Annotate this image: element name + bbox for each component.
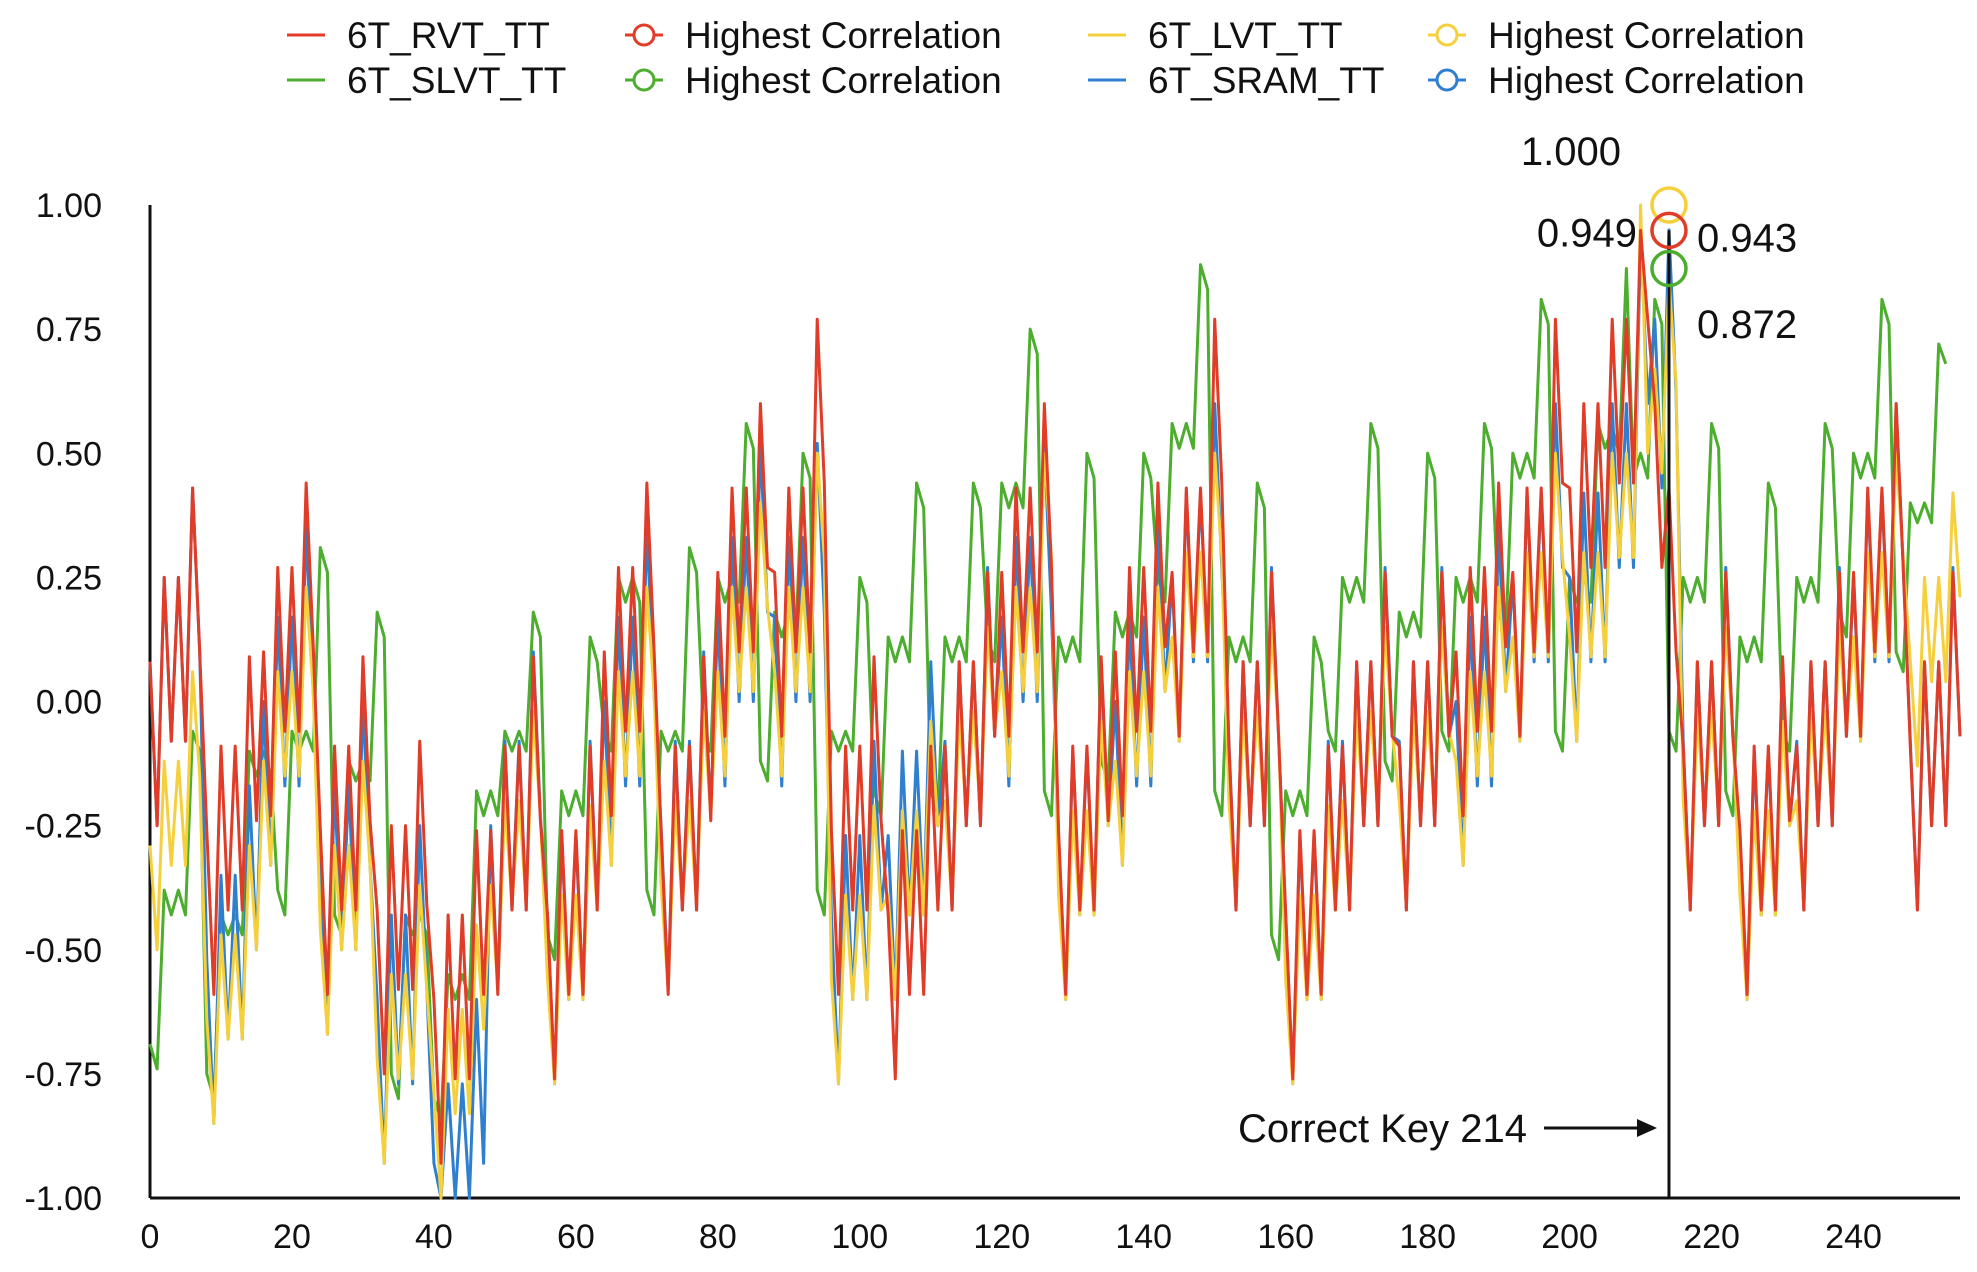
x-tick-label: 240 bbox=[1825, 1218, 1882, 1256]
legend-label: Highest Correlation bbox=[685, 60, 1002, 101]
legend-circle-icon bbox=[1435, 23, 1459, 47]
legend-circle-icon bbox=[632, 68, 656, 92]
legend-item: Highest Correlation bbox=[1428, 60, 1805, 101]
y-tick-label: 1.00 bbox=[36, 187, 102, 225]
y-tick-label: 0.50 bbox=[36, 435, 102, 473]
x-tick-label: 220 bbox=[1683, 1218, 1740, 1256]
lvt-highest-correlation-marker bbox=[1650, 186, 1688, 224]
legend: 6T_RVT_TT Highest Correlation 6T_LVT_TT Hig… bbox=[287, 15, 1805, 101]
axes: -1.00 -0.75 -0.50 -0.25 0.00 0.25 0.50 0.75 1.00… bbox=[25, 187, 1960, 1256]
legend-label: Highest Correlation bbox=[1488, 60, 1805, 101]
legend-item: 6T_LVT_TT bbox=[1088, 15, 1343, 56]
y-tick-label: 0.75 bbox=[36, 311, 102, 349]
series-line-6t-rvt-tt bbox=[148, 228, 1962, 1165]
legend-label: Highest Correlation bbox=[1488, 15, 1805, 56]
value-label-sram: 0.943 bbox=[1697, 216, 1797, 260]
value-label-lvt: 1.000 bbox=[1521, 130, 1621, 174]
correct-key-arrow-icon bbox=[1636, 1119, 1657, 1137]
x-tick-label: 120 bbox=[973, 1218, 1030, 1256]
y-tick-label: 0.00 bbox=[36, 684, 102, 722]
y-tick-label: -0.75 bbox=[25, 1056, 103, 1094]
legend-item: Highest Correlation bbox=[625, 60, 1002, 101]
legend-label: 6T_SLVT_TT bbox=[347, 60, 566, 101]
y-tick-label: 0.25 bbox=[36, 559, 102, 597]
legend-label: 6T_LVT_TT bbox=[1148, 15, 1343, 56]
x-tick-label: 20 bbox=[273, 1218, 311, 1256]
x-tick-label: 80 bbox=[699, 1218, 737, 1256]
legend-item: 6T_SLVT_TT bbox=[287, 60, 566, 101]
x-tick-label: 0 bbox=[141, 1218, 160, 1256]
series-layer bbox=[148, 203, 1962, 1200]
x-tick-label: 60 bbox=[557, 1218, 595, 1256]
legend-label: 6T_RVT_TT bbox=[347, 15, 550, 56]
x-tick-label: 140 bbox=[1115, 1218, 1172, 1256]
annotations: 1.000 0.949 0.943 0.872 Correct Key 214 bbox=[1238, 130, 1797, 1198]
legend-circle-icon bbox=[1435, 68, 1459, 92]
y-tick-label: -0.25 bbox=[25, 808, 103, 846]
x-tick-label: 180 bbox=[1399, 1218, 1456, 1256]
legend-item: 6T_RVT_TT bbox=[287, 15, 550, 56]
legend-circle-icon bbox=[632, 23, 656, 47]
x-tick-label: 100 bbox=[831, 1218, 888, 1256]
y-tick-label: -0.50 bbox=[25, 932, 103, 970]
slvt-highest-correlation-marker bbox=[1650, 249, 1688, 288]
legend-item: Highest Correlation bbox=[1428, 15, 1805, 56]
legend-label: Highest Correlation bbox=[685, 15, 1002, 56]
correct-key-label: Correct Key 214 bbox=[1238, 1107, 1527, 1151]
x-tick-label: 200 bbox=[1541, 1218, 1598, 1256]
legend-item: Highest Correlation bbox=[625, 15, 1002, 56]
rvt-highest-correlation-marker bbox=[1650, 211, 1688, 250]
x-tick-label: 160 bbox=[1257, 1218, 1314, 1256]
x-tick-label: 40 bbox=[415, 1218, 453, 1256]
value-label-rvt: 0.949 bbox=[1537, 211, 1637, 255]
value-label-slvt: 0.872 bbox=[1697, 303, 1797, 347]
legend-item: 6T_SRAM_TT bbox=[1088, 60, 1384, 101]
series-line-6t-slvt-tt bbox=[148, 263, 1948, 1121]
legend-label: 6T_SRAM_TT bbox=[1148, 60, 1384, 101]
y-tick-label: -1.00 bbox=[25, 1180, 103, 1218]
